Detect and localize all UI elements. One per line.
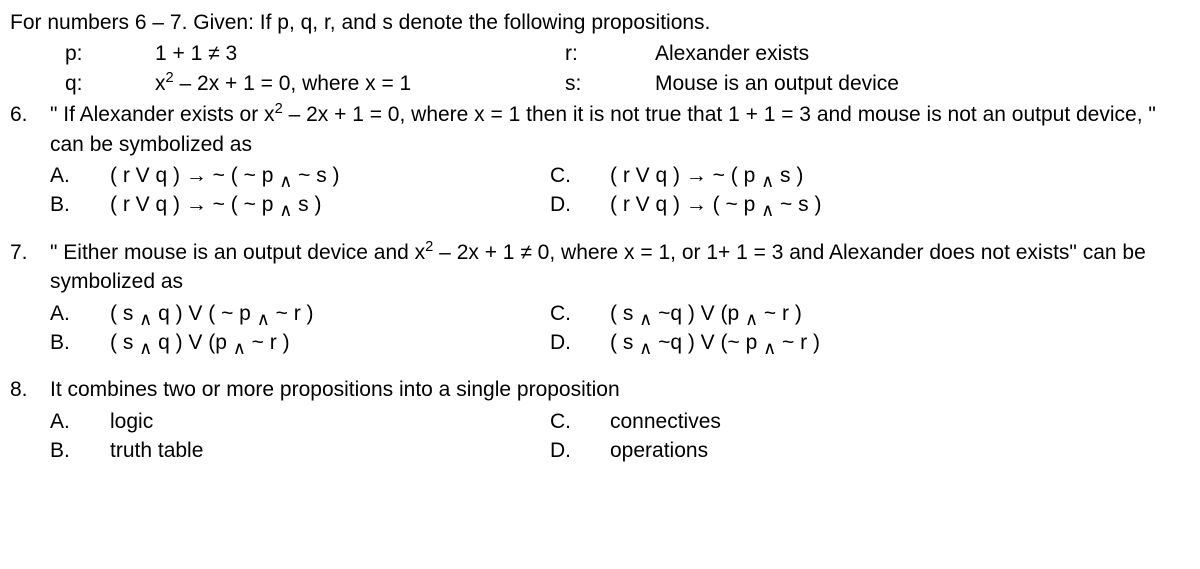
q8-choice-d-label: D.	[550, 436, 610, 465]
q7-choice-b-text: ( s ∧ q ) V (p ∧ ~ r )	[110, 328, 550, 357]
intro-text: For numbers 6 – 7. Given: If p, q, r, an…	[10, 8, 1190, 37]
q7-choice-a-label: A.	[50, 299, 110, 328]
q7-choice-b-label: B.	[50, 328, 110, 357]
q6-choice-b-text: ( r V q ) → ~ ( ~ p ∧ s )	[110, 190, 550, 219]
question-7: 7. " Either mouse is an output device an…	[10, 238, 1190, 358]
q8-choice-a-text: logic	[110, 407, 550, 436]
q6-choice-c-label: C.	[550, 161, 610, 190]
q7-choice-c-label: C.	[550, 299, 610, 328]
prop-s-text: Mouse is an output device	[655, 69, 899, 98]
q8-choice-c-text: connectives	[610, 407, 721, 436]
q8-choice-a-label: A.	[50, 407, 110, 436]
q8-text: It combines two or more propositions int…	[50, 375, 1190, 404]
q8-choice-b-text: truth table	[110, 436, 550, 465]
question-6: 6. " If Alexander exists or x2 – 2x + 1 …	[10, 100, 1190, 220]
question-8: 8. It combines two or more propositions …	[10, 375, 1190, 465]
prop-r-text: Alexander exists	[655, 39, 809, 68]
q6-choice-c-text: ( r V q ) → ~ ( p ∧ s )	[610, 161, 803, 190]
q7-choice-d-text: ( s ∧ ~q ) V (~ p ∧ ~ r )	[610, 328, 820, 357]
q6-choice-d-text: ( r V q ) → ( ~ p ∧ ~ s )	[610, 190, 821, 219]
q7-choice-c-text: ( s ∧ ~q ) V (p ∧ ~ r )	[610, 299, 802, 328]
q8-choice-b-label: B.	[50, 436, 110, 465]
q6-choice-d-label: D.	[550, 190, 610, 219]
q6-choice-b-label: B.	[50, 190, 110, 219]
props-row-1: p: 1 + 1 ≠ 3 r: Alexander exists	[65, 39, 1190, 68]
q7-choice-d-label: D.	[550, 328, 610, 357]
q6-choice-a-label: A.	[50, 161, 110, 190]
q7-choice-a-text: ( s ∧ q ) V ( ~ p ∧ ~ r )	[110, 299, 550, 328]
prop-q-label: q:	[65, 69, 155, 98]
q6-text: " If Alexander exists or x2 – 2x + 1 = 0…	[50, 100, 1190, 159]
q8-choice-d-text: operations	[610, 436, 708, 465]
prop-p-text: 1 + 1 ≠ 3	[155, 39, 565, 68]
q6-choice-a-text: ( r V q ) → ~ ( ~ p ∧ ~ s )	[110, 161, 550, 190]
prop-p-label: p:	[65, 39, 155, 68]
q7-text: " Either mouse is an output device and x…	[50, 238, 1190, 297]
prop-s-label: s:	[565, 69, 655, 98]
q7-number: 7.	[10, 238, 50, 358]
q6-number: 6.	[10, 100, 50, 220]
prop-q-text: x2 – 2x + 1 = 0, where x = 1	[155, 69, 565, 98]
props-row-2: q: x2 – 2x + 1 = 0, where x = 1 s: Mouse…	[65, 69, 1190, 98]
q8-choice-c-label: C.	[550, 407, 610, 436]
q8-number: 8.	[10, 375, 50, 465]
prop-r-label: r:	[565, 39, 655, 68]
